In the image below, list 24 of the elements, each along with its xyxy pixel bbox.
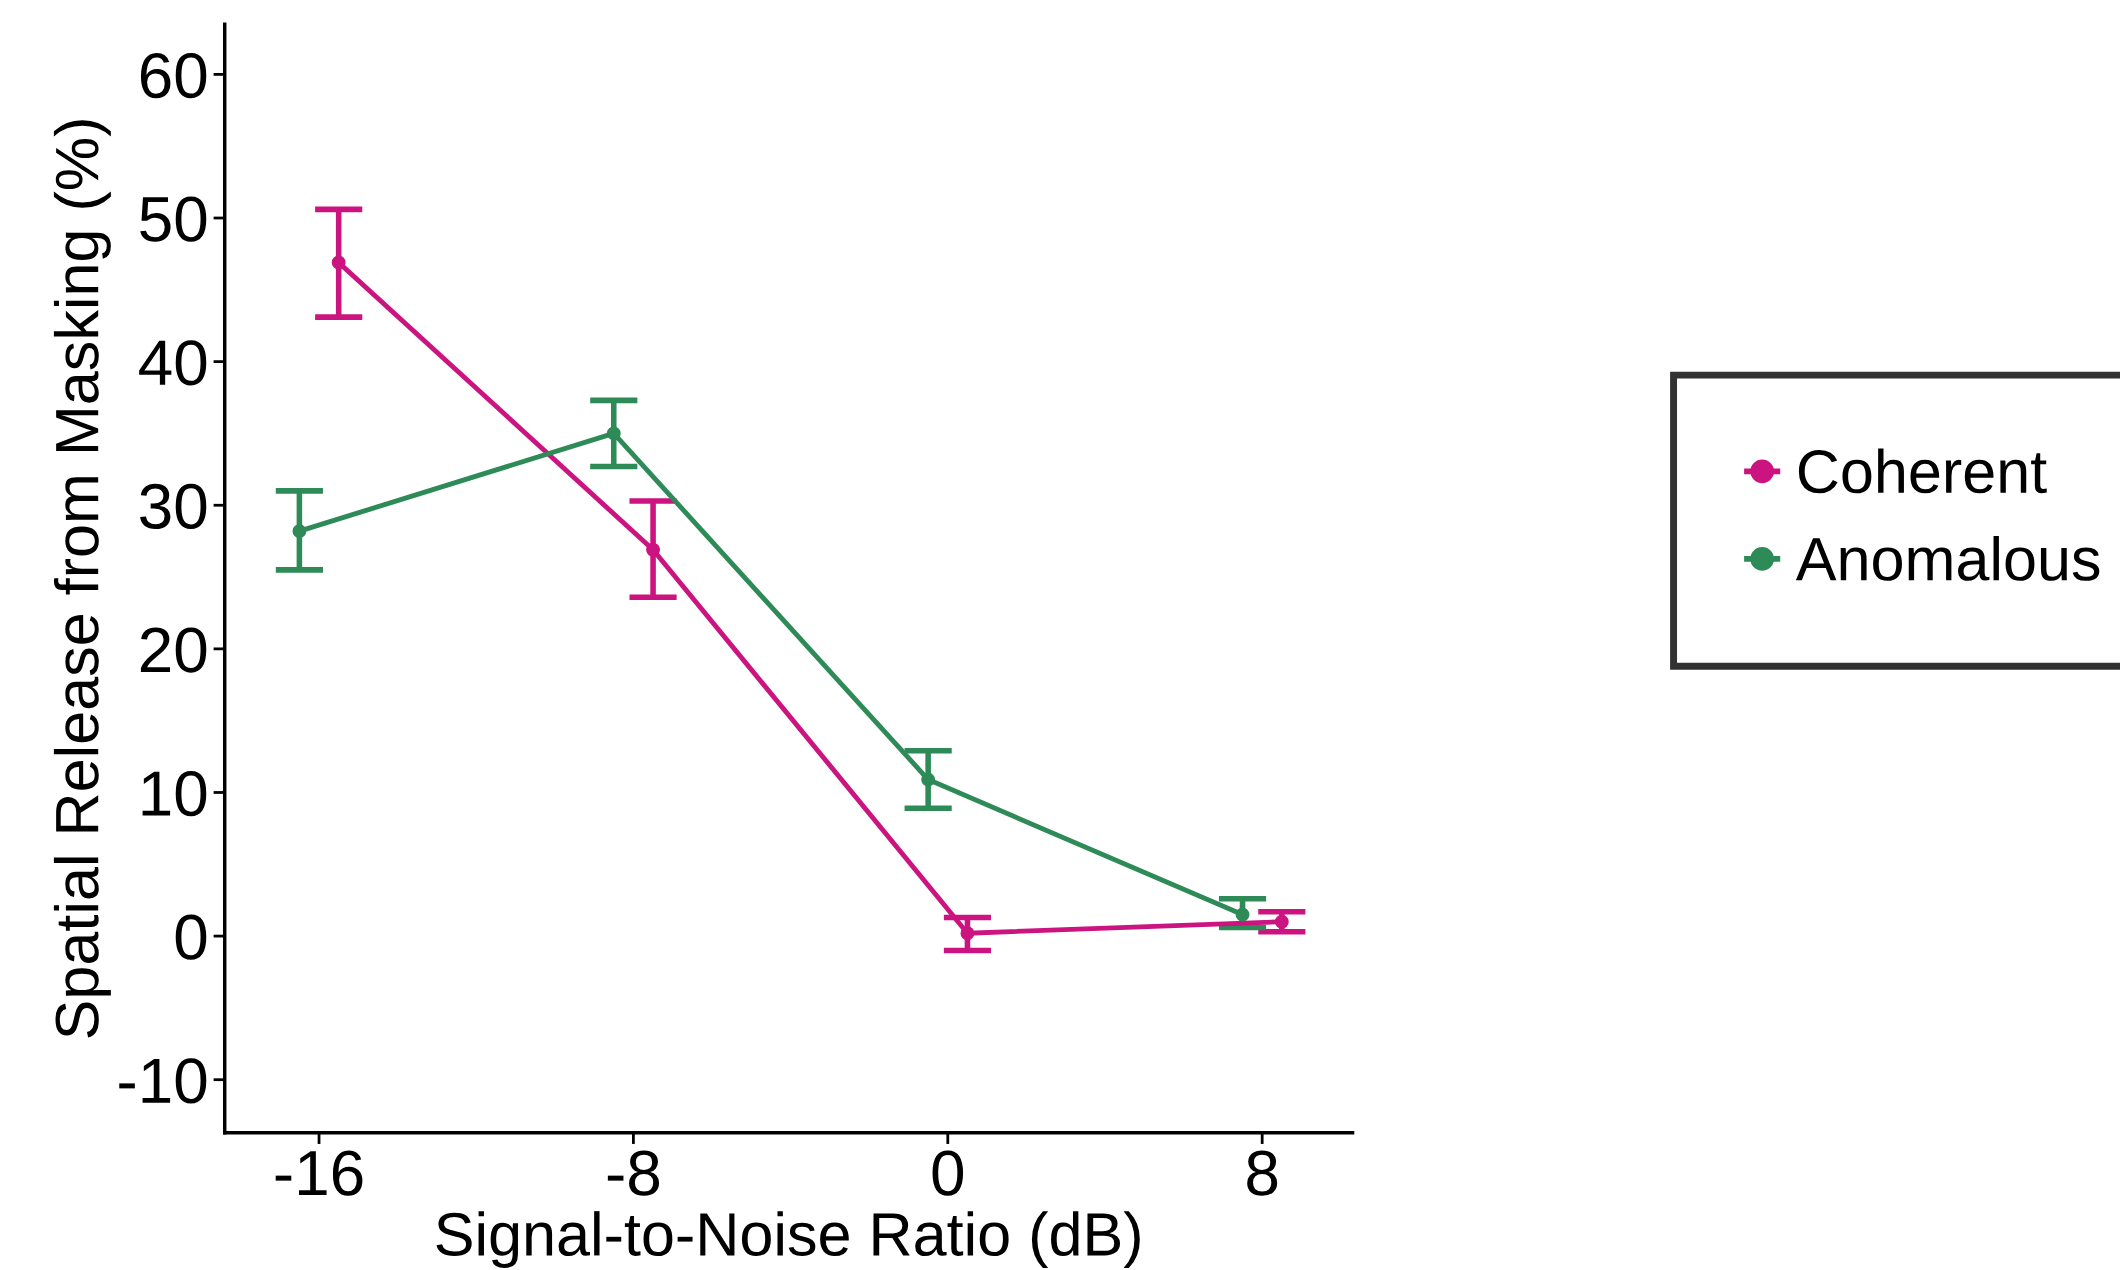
point — [606, 426, 621, 441]
x-tick-label: 0 — [932, 1150, 964, 1196]
y-tick-label: 30 — [140, 483, 207, 530]
point — [960, 926, 975, 941]
y-axis-title: Spatial Release from Masking (%) — [53, 120, 111, 1038]
point — [292, 524, 307, 539]
y-tick-label: 60 — [140, 52, 207, 99]
y-tick-label: 40 — [139, 340, 207, 386]
legend-label: Coherent — [1798, 448, 2047, 494]
y-tick-label: 50 — [140, 196, 207, 242]
x-tick-label: -16 — [275, 1150, 363, 1196]
y-tick-label: 0 — [175, 914, 207, 960]
x-axis-title: Signal-to-Noise Ratio (dB) — [436, 1211, 1140, 1269]
y-tick-label: 20 — [140, 627, 207, 673]
point — [921, 772, 936, 787]
point — [331, 255, 346, 270]
point — [1274, 914, 1289, 929]
y-tick-label: 10 — [142, 771, 207, 817]
point — [646, 542, 661, 557]
legend-label: Anomalous — [1795, 535, 2100, 581]
x-tick-label: 8 — [1247, 1150, 1278, 1196]
y-tick-label: -10 — [119, 1058, 207, 1104]
x-tick-label: -8 — [607, 1150, 660, 1196]
point — [1235, 907, 1250, 922]
